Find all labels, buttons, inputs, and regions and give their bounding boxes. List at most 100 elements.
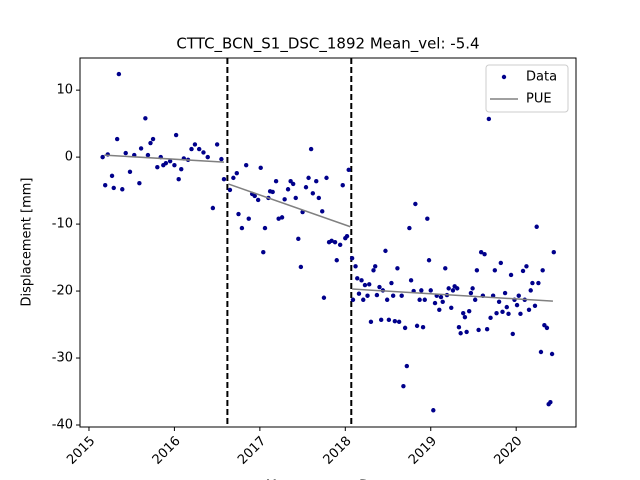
data-point <box>137 181 142 186</box>
data-point <box>120 187 125 192</box>
data-point <box>518 311 523 317</box>
data-point <box>402 325 408 331</box>
data-point <box>548 400 553 405</box>
data-point <box>255 197 261 203</box>
data-point <box>540 268 545 273</box>
data-point <box>303 185 309 190</box>
y-tick-label: -10 <box>52 217 73 232</box>
data-point <box>458 331 463 336</box>
data-point <box>494 310 499 316</box>
data-point <box>492 268 498 273</box>
data-point <box>353 264 358 269</box>
data-point <box>143 116 148 121</box>
data-point <box>344 233 350 239</box>
data-point <box>482 252 487 257</box>
y-tick-label: 0 <box>65 150 73 165</box>
data-point <box>116 71 122 77</box>
data-point <box>486 116 492 122</box>
data-point <box>534 224 539 229</box>
data-point <box>293 195 298 201</box>
data-point <box>320 209 325 214</box>
data-point <box>123 150 128 156</box>
data-point <box>399 293 404 298</box>
data-point <box>148 140 153 146</box>
data-point <box>478 250 484 255</box>
data-point <box>432 300 438 306</box>
data-point <box>306 175 311 181</box>
data-point <box>500 309 505 315</box>
data-point <box>114 136 120 142</box>
data-point <box>243 162 249 168</box>
data-point <box>371 268 376 273</box>
data-point <box>246 216 251 221</box>
data-point <box>538 349 544 355</box>
data-point <box>395 266 400 271</box>
x-axis-label: Measurement Date <box>266 479 390 480</box>
data-point <box>321 295 327 300</box>
data-point <box>172 162 177 168</box>
legend-label: PUE <box>526 92 552 107</box>
data-point <box>273 179 279 184</box>
data-point <box>528 288 533 293</box>
plot-frame <box>79 57 577 428</box>
data-point <box>401 383 406 389</box>
data-point <box>392 318 398 324</box>
data-point <box>456 325 462 330</box>
data-point <box>474 268 480 273</box>
data-point <box>530 280 535 286</box>
data-point <box>520 268 526 274</box>
data-point <box>258 165 263 171</box>
legend-box <box>485 64 569 113</box>
data-point <box>502 290 508 296</box>
data-point <box>210 205 216 211</box>
data-point <box>461 310 466 316</box>
data-point <box>389 280 394 286</box>
data-point <box>386 317 392 323</box>
data-point <box>167 158 173 164</box>
data-point <box>526 307 532 313</box>
data-point <box>100 154 105 160</box>
data-point <box>455 286 460 291</box>
data-point <box>340 183 345 188</box>
data-point <box>443 266 448 271</box>
data-point <box>316 195 322 201</box>
data-point <box>384 297 390 302</box>
data-point <box>332 239 338 245</box>
data-point <box>496 299 502 304</box>
data-point <box>334 258 339 263</box>
data-point <box>438 294 444 300</box>
data-point <box>314 179 319 184</box>
data-point <box>231 175 236 181</box>
data-point <box>201 150 206 155</box>
data-point <box>270 189 275 195</box>
data-point <box>508 272 514 278</box>
data-point <box>506 311 511 317</box>
data-point <box>466 308 472 314</box>
data-point <box>431 408 436 413</box>
data-point <box>514 302 520 308</box>
data-point <box>524 264 529 269</box>
data-point <box>236 211 241 217</box>
data-point <box>396 319 402 325</box>
data-point <box>484 327 490 332</box>
data-point <box>138 146 144 151</box>
data-point <box>378 317 384 323</box>
legend-label: Data <box>526 70 557 85</box>
data-point <box>408 278 414 283</box>
data-point <box>377 284 382 290</box>
data-point <box>179 166 184 172</box>
data-point <box>324 175 329 181</box>
y-tick-label: -40 <box>52 417 73 432</box>
data-point <box>468 290 474 296</box>
data-point <box>111 185 116 191</box>
trend-line <box>104 154 553 302</box>
data-point <box>437 307 442 313</box>
data-point <box>356 291 362 296</box>
data-point <box>420 325 426 330</box>
data-point <box>349 256 355 261</box>
data-point <box>282 197 287 202</box>
data-point <box>428 288 433 293</box>
data-point <box>390 293 396 298</box>
data-point <box>308 146 314 152</box>
